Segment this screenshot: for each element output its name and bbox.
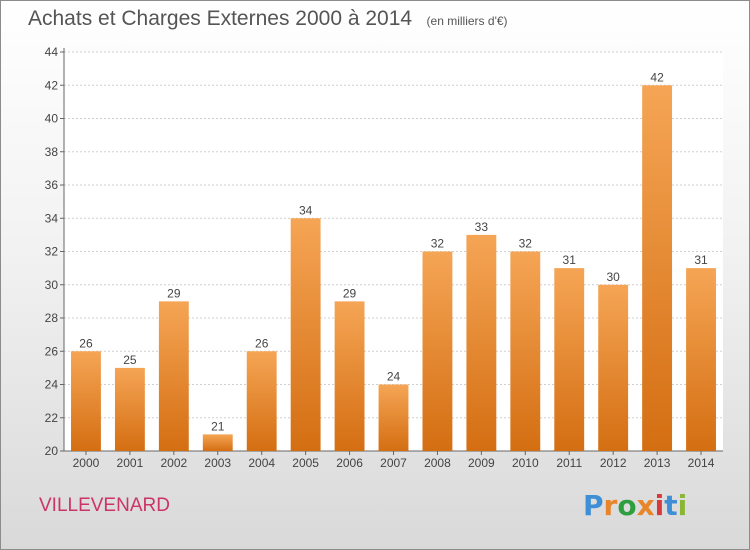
bar-value-label: 21 <box>211 419 225 433</box>
bar <box>290 218 321 451</box>
x-tick-label: 2000 <box>73 456 100 470</box>
x-tick-label: 2002 <box>160 456 187 470</box>
bar-value-label: 32 <box>519 237 533 251</box>
bar-value-label: 42 <box>650 70 664 84</box>
x-tick-label: 2006 <box>336 456 363 470</box>
bar-value-label: 24 <box>387 370 401 384</box>
bar-value-label: 31 <box>694 253 708 267</box>
y-tick-label: 36 <box>45 178 59 192</box>
y-tick-label: 34 <box>45 211 59 225</box>
bar <box>510 251 541 451</box>
x-tick-label: 2001 <box>117 456 144 470</box>
brand-logo-letter: t <box>664 489 678 522</box>
bar <box>642 85 673 451</box>
x-tick-label: 2012 <box>600 456 627 470</box>
x-tick-label: 2009 <box>468 456 495 470</box>
x-tick-label: 2008 <box>424 456 451 470</box>
bar <box>334 301 365 451</box>
bar <box>71 351 101 451</box>
bar <box>202 434 233 451</box>
chart-subtitle: (en milliers d'€) <box>426 14 508 28</box>
x-tick-label: 2013 <box>644 456 671 470</box>
title-row: Achats et Charges Externes 2000 à 2014 (… <box>28 7 508 31</box>
brand-logo-letter: i <box>654 489 665 522</box>
brand-logo: Proxiti <box>583 489 687 522</box>
bar-value-label: 31 <box>563 253 577 267</box>
bar-value-label: 34 <box>299 203 313 217</box>
bar-value-label: 29 <box>167 286 181 300</box>
bar <box>378 384 409 451</box>
bar <box>246 351 277 451</box>
brand-logo-letter: x <box>636 489 655 522</box>
x-tick-label: 2004 <box>248 456 275 470</box>
brand-logo-letter: o <box>617 489 637 522</box>
bar <box>598 284 629 451</box>
bar <box>422 251 453 451</box>
y-tick-label: 42 <box>45 78 59 92</box>
bar <box>554 268 585 451</box>
y-tick-label: 30 <box>45 278 59 292</box>
y-tick-label: 22 <box>45 411 59 425</box>
bar <box>114 367 145 451</box>
y-tick-label: 44 <box>45 45 59 59</box>
x-tick-label: 2011 <box>556 456 582 470</box>
x-tick-label: 2003 <box>204 456 231 470</box>
brand-logo-letter: i <box>677 489 688 522</box>
y-tick-label: 26 <box>45 344 59 358</box>
bar-value-label: 33 <box>475 220 489 234</box>
x-tick-label: 2010 <box>512 456 539 470</box>
y-tick-label: 40 <box>45 112 59 126</box>
brand-logo-letter: r <box>603 489 618 522</box>
bar-value-label: 25 <box>123 353 137 367</box>
x-tick-label: 2005 <box>292 456 319 470</box>
bar <box>158 301 189 451</box>
bar-value-label: 32 <box>431 237 445 251</box>
place-name: VILLEVENARD <box>39 495 170 516</box>
y-tick-label: 32 <box>45 245 59 259</box>
x-tick-label: 2007 <box>380 456 407 470</box>
chart-title: Achats et Charges Externes 2000 à 2014 <box>28 7 413 30</box>
bar-value-label: 26 <box>79 336 93 350</box>
y-tick-label: 28 <box>45 311 59 325</box>
brand-logo-letter: P <box>583 489 604 522</box>
y-tick-label: 24 <box>45 378 59 392</box>
x-tick-label: 2014 <box>688 456 715 470</box>
y-tick-label: 20 <box>45 444 59 458</box>
bar-value-label: 26 <box>255 336 269 350</box>
bar <box>466 234 497 451</box>
y-tick-label: 38 <box>45 145 59 159</box>
bar <box>686 268 716 451</box>
bar-value-label: 30 <box>606 270 620 284</box>
bar-value-label: 29 <box>343 286 357 300</box>
